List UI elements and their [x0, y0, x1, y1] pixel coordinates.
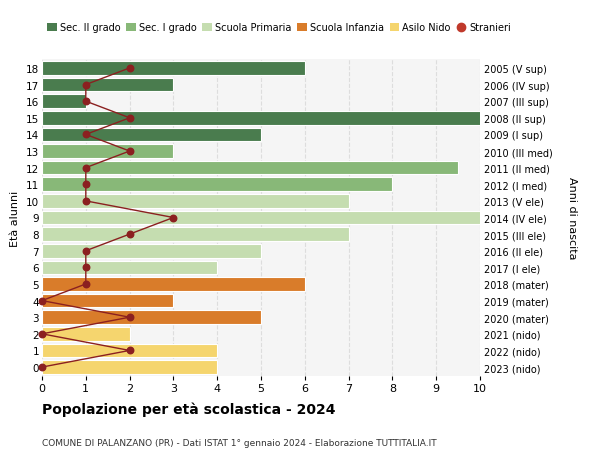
- Point: [125, 347, 134, 354]
- Bar: [42, 211, 502, 225]
- Bar: [42, 278, 305, 291]
- Point: [169, 214, 178, 222]
- Bar: [42, 178, 392, 192]
- Bar: [42, 95, 86, 109]
- Point: [81, 131, 91, 139]
- Bar: [42, 228, 349, 241]
- Bar: [42, 311, 261, 325]
- Point: [125, 148, 134, 155]
- Legend: Sec. II grado, Sec. I grado, Scuola Primaria, Scuola Infanzia, Asilo Nido, Stran: Sec. II grado, Sec. I grado, Scuola Prim…: [47, 23, 511, 34]
- Y-axis label: Anni di nascita: Anni di nascita: [567, 177, 577, 259]
- Point: [81, 281, 91, 288]
- Point: [37, 330, 47, 338]
- Bar: [42, 195, 349, 208]
- Point: [81, 198, 91, 205]
- Bar: [42, 162, 458, 175]
- Y-axis label: Età alunni: Età alunni: [10, 190, 20, 246]
- Point: [37, 297, 47, 305]
- Point: [125, 65, 134, 73]
- Bar: [42, 261, 217, 274]
- Point: [125, 314, 134, 321]
- Text: COMUNE DI PALANZANO (PR) - Dati ISTAT 1° gennaio 2024 - Elaborazione TUTTITALIA.: COMUNE DI PALANZANO (PR) - Dati ISTAT 1°…: [42, 438, 437, 447]
- Bar: [42, 344, 217, 358]
- Point: [81, 165, 91, 172]
- Bar: [42, 78, 173, 92]
- Bar: [42, 294, 173, 308]
- Bar: [42, 327, 130, 341]
- Point: [81, 82, 91, 89]
- Point: [81, 181, 91, 189]
- Point: [81, 98, 91, 106]
- Text: Popolazione per età scolastica - 2024: Popolazione per età scolastica - 2024: [42, 402, 335, 416]
- Point: [125, 115, 134, 122]
- Point: [81, 247, 91, 255]
- Point: [81, 264, 91, 271]
- Point: [125, 231, 134, 238]
- Bar: [42, 244, 261, 258]
- Bar: [42, 360, 217, 374]
- Point: [37, 364, 47, 371]
- Bar: [42, 62, 305, 76]
- Bar: [42, 145, 173, 158]
- Bar: [42, 112, 502, 125]
- Bar: [42, 129, 261, 142]
